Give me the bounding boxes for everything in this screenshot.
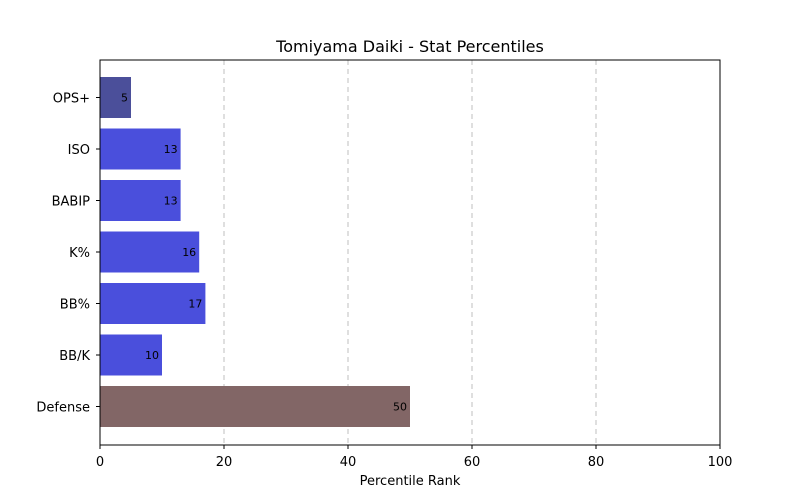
bar-k- [100,231,200,273]
y-tick-label: BB/K [59,349,90,364]
bar-defense [100,386,410,427]
bar-value-label: 17 [188,298,202,311]
chart-title: Tomiyama Daiki - Stat Percentiles [275,37,544,56]
bar-bb- [100,283,206,324]
y-axis: OPS+ ISO BABIP K% BB% BB/K Defense [36,92,100,416]
y-tick-label: K% [69,246,90,261]
y-tick-label: ISO [68,143,90,158]
bar-value-label: 13 [164,195,178,208]
bar-value-label: 13 [164,143,178,156]
bar-value-label: 16 [182,246,196,259]
bar-value-label: 50 [393,401,407,414]
bar-babip [100,180,181,221]
x-tick-label: 40 [340,455,357,470]
x-tick-label: 100 [708,455,733,470]
y-tick-label: BABIP [52,195,91,210]
bars-layer: 5 13 13 16 17 10 50 [100,77,410,427]
bar-value-label: 5 [121,92,128,105]
bar-ops- [100,77,131,118]
y-tick-label: Defense [36,401,90,416]
bar-bb-k [100,334,162,376]
bar-iso [100,128,181,170]
bar-value-label: 10 [145,349,159,362]
grid-layer [223,60,597,445]
y-tick-label: OPS+ [53,92,90,107]
x-tick-label: 60 [464,455,481,470]
x-axis-label: Percentile Rank [360,474,461,489]
x-tick-label: 20 [216,455,233,470]
y-tick-label: BB% [60,298,90,313]
x-tick-label: 0 [96,455,104,470]
x-tick-label: 80 [588,455,605,470]
x-axis: 0 20 40 60 80 100 [96,445,733,470]
